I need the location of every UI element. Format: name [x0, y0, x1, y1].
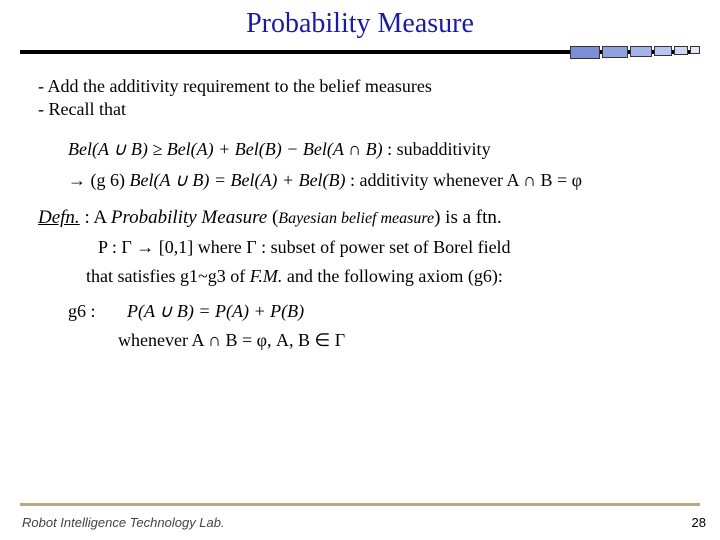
slide-title: Probability Measure	[0, 0, 720, 46]
additivity-line: → (g 6) Bel(A ∪ B) = Bel(A) + Bel(B) : a…	[68, 165, 682, 196]
defn-text-a: : A	[80, 207, 111, 228]
decor-box	[654, 46, 672, 56]
bullet-1: - Add the additivity requirement to the …	[38, 76, 682, 97]
bullet-2: - Recall that	[38, 99, 682, 120]
add-label: : additivity whenever A ∩ B = φ	[346, 170, 583, 190]
axiom-cond-line: whenever A ∩ B = φ, A, B ∈ Γ	[118, 326, 682, 355]
defn-label: Defn.	[38, 207, 80, 228]
footer-label: Robot Intelligence Technology Lab.	[22, 515, 225, 530]
defn-text-b: ) is a ftn.	[434, 207, 502, 228]
content-area: - Add the additivity requirement to the …	[0, 76, 720, 355]
decor-box	[570, 46, 600, 59]
defn-term: Probability Measure	[111, 207, 267, 228]
decor-box	[602, 46, 628, 58]
decor-box	[674, 46, 688, 55]
satisfies-line: that satisfies g1~g3 of F.M. and the fol…	[86, 266, 682, 287]
g6-prefix: → (g 6)	[68, 170, 130, 190]
page-number: 28	[692, 515, 706, 530]
axiom-eq-line: g6 : P(A ∪ B) = P(A) + P(B)	[68, 297, 682, 326]
defn-paren-open: (	[267, 207, 278, 228]
add-expr: Bel(A ∪ B) = Bel(A) + Bel(B)	[130, 170, 346, 190]
mapping-expr: P : Γ → [0,1] where Γ : subset of power …	[98, 237, 682, 258]
mapping-text: P : Γ → [0,1] where Γ : subset of power …	[98, 237, 511, 257]
axiom-eq: P(A ∪ B) = P(A) + P(B)	[127, 301, 304, 321]
axiom-label: g6 :	[68, 301, 96, 321]
footer-rule	[20, 503, 700, 506]
subadd-expr: Bel(A ∪ B) ≥ Bel(A) + Bel(B) − Bel(A ∩ B…	[68, 139, 383, 159]
definition-line: Defn. : A Probability Measure (Bayesian …	[38, 207, 682, 229]
decor-box	[630, 46, 652, 57]
defn-sub: Bayesian belief measure	[278, 210, 434, 227]
axiom-g6: g6 : P(A ∪ B) = P(A) + P(B) whenever A ∩…	[68, 297, 682, 355]
title-rule	[20, 46, 700, 66]
decor-box	[690, 46, 700, 54]
title-rule-boxes	[570, 46, 700, 59]
recall-math: Bel(A ∪ B) ≥ Bel(A) + Bel(B) − Bel(A ∩ B…	[68, 134, 682, 195]
subadditivity-line: Bel(A ∪ B) ≥ Bel(A) + Bel(B) − Bel(A ∩ B…	[68, 134, 682, 165]
subadd-label: : subadditivity	[383, 139, 491, 159]
